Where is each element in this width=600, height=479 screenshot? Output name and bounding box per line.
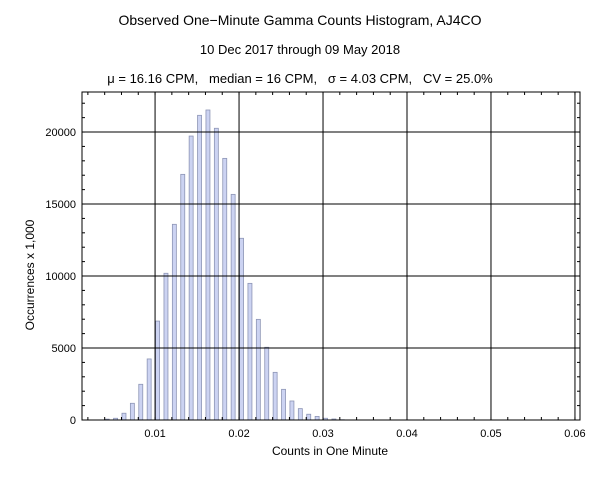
histogram-bar [121,412,127,421]
histogram-bar [138,383,144,421]
x-tick-label: 0.02 [228,428,249,440]
histogram-bar [129,402,135,421]
y-tick-label: 0 [70,415,76,427]
x-tick-label: 0.03 [312,428,333,440]
plot-frame [81,91,581,421]
y-tick-label: 10000 [45,271,76,283]
histogram-bar [239,237,244,421]
histogram-bar [264,346,270,421]
histogram-bar [297,408,303,421]
histogram-bar [213,127,219,421]
y-axis-label: Occurrences x 1,000 [23,219,37,331]
histogram-bar [289,400,295,421]
y-tick-label: 5000 [52,343,76,355]
x-tick-label: 0.04 [396,428,417,440]
histogram-bar [272,371,278,421]
chart-title: Observed One−Minute Gamma Counts Histogr… [118,12,482,28]
stats-line: μ = 16.16 CPM, median = 16 CPM, σ = 4.03… [107,71,493,86]
histogram-bar [163,272,169,421]
chart-subtitle: 10 Dec 2017 through 09 May 2018 [199,42,401,57]
histogram-bar [222,157,228,421]
histogram-bar [314,416,320,421]
x-tick-label: 0.06 [564,428,585,440]
x-tick-label: 0.01 [144,428,165,440]
histogram-bar [247,282,253,421]
histogram-bar [171,223,177,421]
histogram-bar [281,388,286,421]
x-tick-label: 0.05 [480,428,501,440]
histogram-bar [155,320,160,421]
histogram-bar [255,318,261,421]
histogram-bar [230,193,236,421]
histogram-bar [180,173,186,421]
histogram-bar [197,114,202,421]
histogram-bar [146,358,152,421]
histogram-bar [188,135,194,421]
y-tick-label: 15000 [45,199,76,211]
x-axis-label: Counts in One Minute [271,444,389,458]
histogram-bar [205,109,211,421]
histogram-bar [306,413,312,421]
y-tick-label: 20000 [45,127,76,139]
